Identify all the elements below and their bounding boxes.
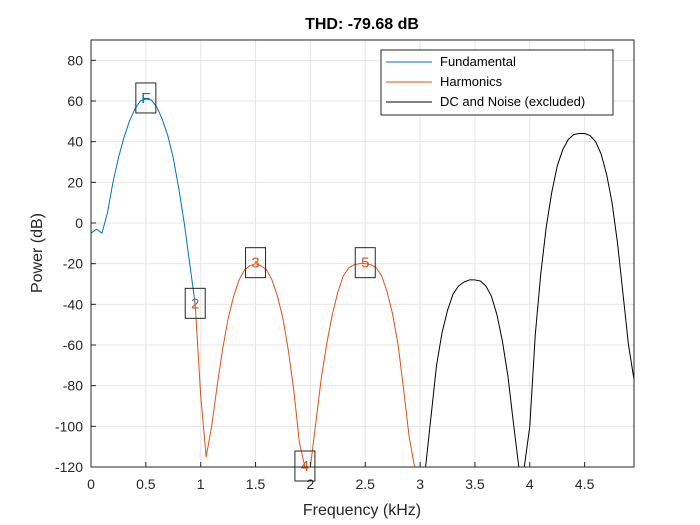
marker-box-5	[354, 247, 376, 279]
chart-title: THD: -79.68 dB	[305, 16, 419, 33]
y-tick-label: 80	[67, 52, 83, 68]
x-tick-label: 2	[306, 476, 314, 492]
marker-box-3	[245, 247, 267, 279]
y-tick-label: 20	[67, 174, 83, 190]
x-axis-label: Frequency (kHz)	[303, 502, 421, 519]
x-tick-label: 4.5	[575, 476, 595, 492]
y-axis-ticks: -120 -100 -80 -60 -40 -20 0 20 40 60 80	[55, 52, 96, 475]
marker-label-2: 2	[191, 295, 199, 312]
marker-box-2	[184, 287, 206, 319]
y-tick-label: -100	[55, 418, 83, 434]
marker-box-f	[135, 82, 157, 114]
marker-label-f: F	[141, 90, 150, 107]
legend: Fundamental Harmonics DC and Noise (excl…	[380, 49, 614, 116]
x-tick-label: 3.5	[465, 476, 485, 492]
x-tick-label: 1.5	[246, 476, 266, 492]
legend-label-harmonics: Harmonics	[440, 74, 503, 89]
marker-label-3: 3	[251, 255, 259, 272]
y-tick-label: -80	[63, 378, 83, 394]
x-tick-label: 3	[416, 476, 424, 492]
marker-box-4	[294, 450, 316, 482]
x-tick-label: 2.5	[356, 476, 376, 492]
marker-label-5: 5	[361, 255, 369, 272]
y-tick-label: -120	[55, 459, 83, 475]
plot-area-border	[90, 39, 635, 468]
y-tick-label: 40	[67, 134, 83, 150]
y-tick-label: -20	[63, 256, 83, 272]
y-tick-label: -40	[63, 296, 83, 312]
x-tick-label: 4	[526, 476, 534, 492]
y-tick-label: 0	[75, 215, 83, 231]
y-tick-label: -60	[63, 337, 83, 353]
legend-label-dc-noise: DC and Noise (excluded)	[440, 94, 585, 109]
legend-label-fundamental: Fundamental	[440, 54, 516, 69]
x-tick-label: 0.5	[136, 476, 156, 492]
x-tick-label: 0	[87, 476, 95, 492]
x-tick-label: 1	[197, 476, 205, 492]
series-line-fundamental	[90, 98, 196, 305]
y-tick-label: 60	[67, 93, 83, 109]
y-axis-label: Power (dB)	[29, 213, 46, 293]
x-axis-ticks: 0 0.5 1 1.5 2 2.5 3 3.5 4 4.5	[87, 462, 595, 492]
